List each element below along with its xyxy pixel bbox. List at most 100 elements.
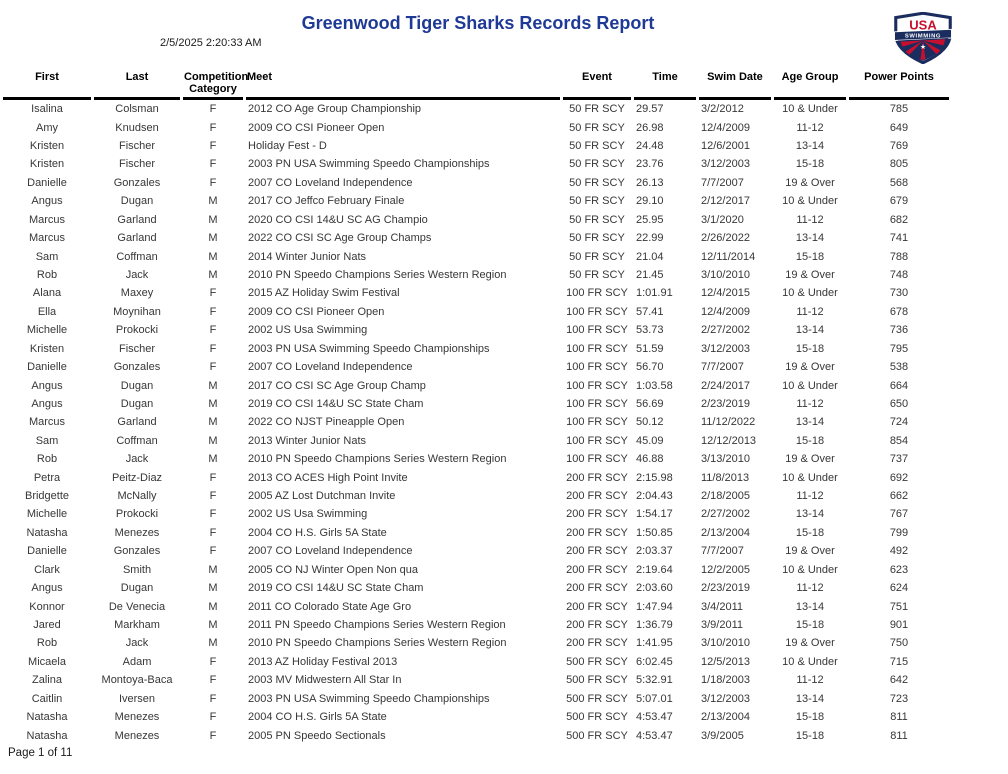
header-row: First Last Competition Category Meet Eve…	[3, 71, 949, 100]
cell-event: 100 FR SCY	[566, 416, 628, 429]
cell-last: Menezes	[114, 711, 160, 724]
cell-event: 100 FR SCY	[566, 434, 628, 447]
usa-swimming-logo-icon: USA SWIMMING ★	[894, 12, 952, 64]
cell-last: Moynihan	[113, 305, 161, 318]
table-row: Clark Smith M 2005 CO NJ Winter Open Non qu…	[3, 561, 949, 579]
cell-last: De Venecia	[108, 600, 166, 613]
cell-time: 51.59	[636, 342, 664, 355]
cell-age_group: 13-14	[795, 600, 825, 613]
table-row: Isalina Colsman F 2012 CO Age Group Champio…	[3, 100, 949, 118]
table-row: Natasha Menezes F 2004 CO H.S. Girls 5A Sta…	[3, 524, 949, 542]
cell-time: 1:54.17	[636, 508, 673, 521]
table-row: Danielle Gonzales F 2007 CO Loveland Indepe…	[3, 358, 949, 376]
cell-meet: 2017 CO Jeffco February Finale	[248, 195, 405, 208]
cell-age_group: 19 & Over	[785, 176, 835, 189]
cell-power_points: 785	[889, 103, 909, 116]
svg-text:SWIMMING: SWIMMING	[905, 33, 941, 39]
cell-age_group: 11-12	[796, 490, 824, 503]
cell-swim_date: 3/13/2010	[701, 453, 750, 466]
table-row: Micaela Adam F 2013 AZ Holiday Festival 201…	[3, 653, 949, 671]
cell-category: M	[208, 637, 218, 650]
cell-event: 200 FR SCY	[566, 582, 628, 595]
cell-swim_date: 2/13/2004	[701, 526, 750, 539]
cell-time: 1:03.58	[636, 379, 673, 392]
cell-meet: 2002 US Usa Swimming	[248, 508, 368, 521]
cell-power_points: 623	[889, 563, 909, 576]
cell-age_group: 11-12	[796, 397, 824, 410]
cell-meet: 2015 AZ Holiday Swim Festival	[248, 287, 400, 300]
cell-last: Prokocki	[115, 508, 159, 521]
svg-text:USA: USA	[909, 17, 937, 32]
cell-first: Danielle	[27, 176, 67, 189]
cell-first: Rob	[36, 453, 58, 466]
cell-event: 500 FR SCY	[566, 674, 628, 687]
col-header-first: First	[3, 71, 91, 100]
cell-event: 200 FR SCY	[566, 563, 628, 576]
table-row: Natasha Menezes F 2004 CO H.S. Girls 5A Sta…	[3, 708, 949, 726]
cell-age_group: 11-12	[796, 582, 824, 595]
cell-category: M	[208, 397, 218, 410]
cell-first: Isalina	[31, 103, 63, 116]
cell-swim_date: 3/9/2011	[701, 619, 744, 632]
cell-first: Kristen	[29, 158, 65, 171]
cell-power_points: 811	[890, 729, 908, 742]
cell-power_points: 751	[889, 600, 909, 613]
cell-age_group: 19 & Over	[785, 453, 835, 466]
cell-category: F	[209, 490, 217, 503]
cell-first: Kristen	[29, 140, 65, 153]
cell-time: 2:04.43	[636, 490, 673, 503]
cell-category: F	[209, 158, 217, 171]
cell-last: Jack	[125, 269, 149, 281]
cell-category: M	[208, 600, 218, 613]
cell-meet: 2011 CO Colorado State Age Gro	[248, 600, 412, 613]
cell-category: M	[208, 619, 218, 632]
cell-event: 500 FR SCY	[566, 711, 628, 724]
cell-event: 200 FR SCY	[566, 600, 628, 613]
cell-meet: 2022 CO NJST Pineapple Open	[248, 416, 405, 429]
cell-first: Natasha	[26, 526, 68, 539]
cell-power_points: 492	[889, 545, 909, 558]
cell-event: 100 FR SCY	[566, 361, 628, 374]
cell-power_points: 767	[889, 508, 909, 521]
cell-age_group: 11-12	[796, 305, 824, 318]
cell-time: 4:53.47	[636, 729, 673, 742]
cell-category: M	[208, 195, 218, 208]
col-header-meet: Meet	[246, 71, 560, 100]
cell-power_points: 795	[889, 342, 909, 355]
cell-category: F	[209, 692, 217, 705]
cell-first: Rob	[36, 269, 58, 281]
cell-first: Danielle	[27, 361, 67, 374]
cell-time: 1:50.85	[636, 526, 673, 539]
cell-power_points: 682	[889, 213, 909, 226]
cell-age_group: 13-14	[795, 692, 825, 705]
cell-first: Caitlin	[31, 692, 63, 705]
cell-last: Iversen	[118, 692, 156, 705]
cell-last: Knudsen	[115, 121, 159, 134]
cell-event: 100 FR SCY	[566, 453, 628, 466]
cell-power_points: 811	[890, 711, 908, 724]
cell-event: 500 FR SCY	[566, 692, 628, 705]
cell-swim_date: 2/13/2004	[701, 711, 750, 724]
cell-swim_date: 2/23/2019	[701, 397, 750, 410]
cell-time: 1:41.95	[636, 637, 673, 650]
table-row: Kristen Fischer F 2003 PN USA Swimming Spee…	[3, 339, 949, 357]
cell-power_points: 642	[889, 674, 909, 687]
cell-category: F	[209, 674, 217, 687]
cell-power_points: 650	[889, 397, 909, 410]
cell-age_group: 11-12	[796, 674, 824, 687]
cell-category: F	[209, 471, 217, 484]
cell-swim_date: 3/12/2003	[701, 158, 750, 171]
records-table: First Last Competition Category Meet Eve…	[0, 71, 952, 745]
cell-power_points: 730	[889, 287, 909, 300]
cell-age_group: 13-14	[795, 232, 825, 245]
cell-category: M	[208, 250, 218, 263]
cell-time: 56.69	[636, 397, 664, 410]
cell-event: 200 FR SCY	[566, 637, 628, 650]
cell-category: M	[208, 563, 218, 576]
cell-meet: 2007 CO Loveland Independence	[248, 361, 413, 374]
cell-age_group: 15-18	[795, 158, 825, 171]
cell-first: Natasha	[26, 711, 68, 724]
cell-time: 50.12	[636, 416, 664, 429]
cell-meet: 2013 Winter Junior Nats	[248, 434, 366, 447]
cell-time: 45.09	[636, 434, 664, 447]
